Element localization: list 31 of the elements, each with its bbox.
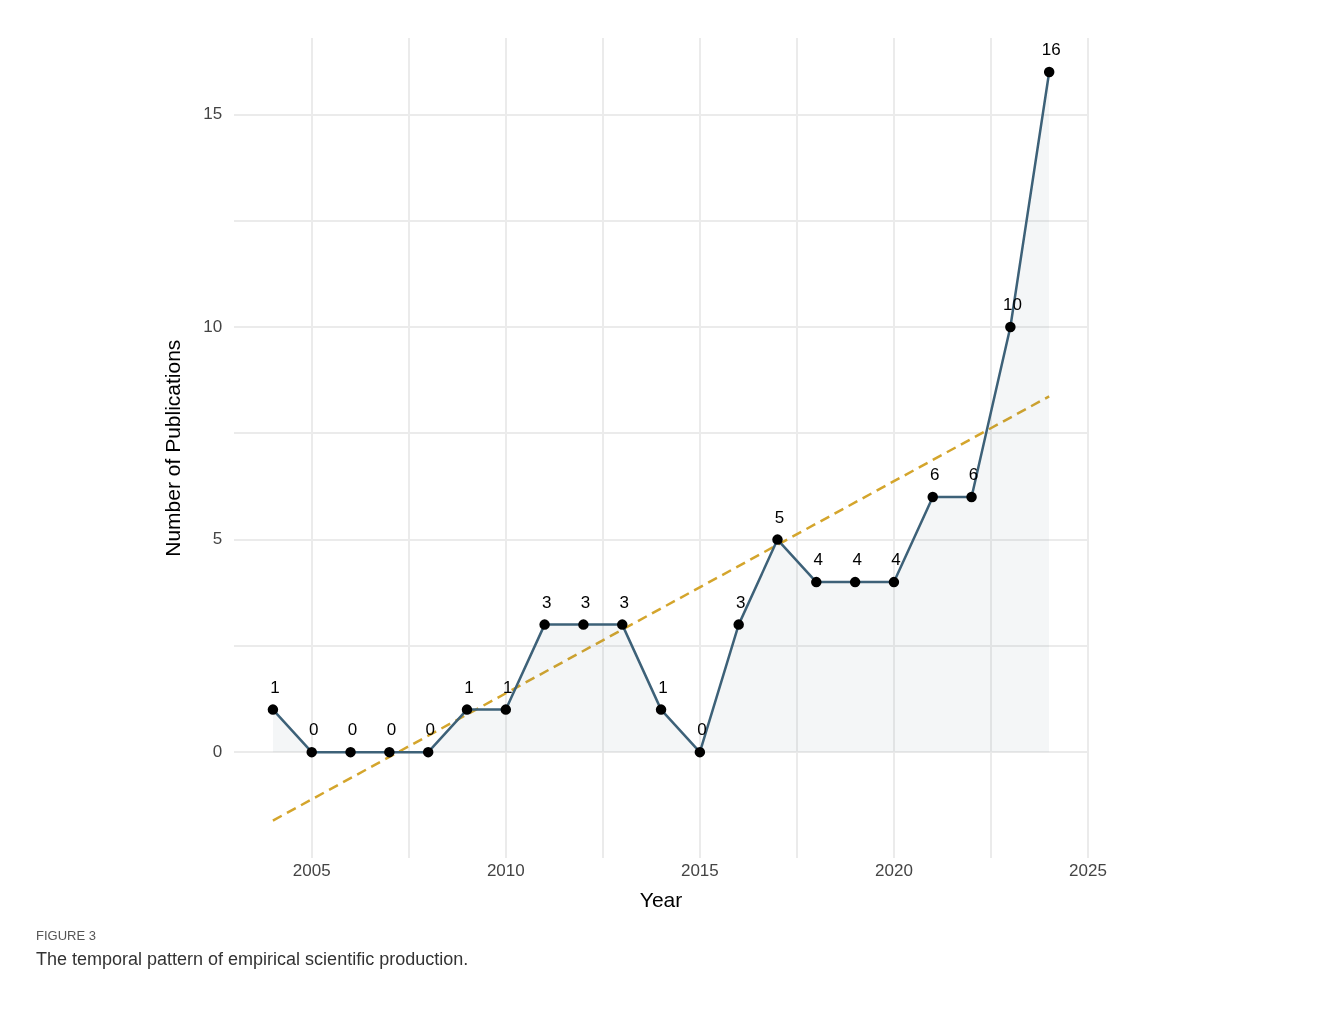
data-label: 4 xyxy=(813,550,824,570)
x-tick-label: 2005 xyxy=(292,861,331,881)
data-label: 0 xyxy=(386,720,397,740)
y-tick-label: 10 xyxy=(203,316,223,336)
x-tick-label: 2015 xyxy=(680,861,719,881)
data-label: 1 xyxy=(270,677,280,697)
y-tick-label: 0 xyxy=(212,741,223,761)
x-tick-label: 2025 xyxy=(1069,861,1107,881)
data-label: 4 xyxy=(891,550,901,570)
y-tick-label: 5 xyxy=(212,529,223,549)
data-label: 1 xyxy=(464,677,474,697)
data-label: 0 xyxy=(697,720,707,740)
data-label: 0 xyxy=(347,720,358,740)
data-label: 3 xyxy=(580,592,591,612)
data-label: 0 xyxy=(309,720,319,740)
x-axis-title: Year xyxy=(639,888,683,912)
data-label: 5 xyxy=(774,507,785,527)
text: The temporal pattern of empirical scientific production. xyxy=(36,949,470,970)
x-tick-label: 2010 xyxy=(486,861,525,881)
data-label: 4 xyxy=(852,550,862,570)
data-label: 3 xyxy=(541,592,552,612)
data-label: 6 xyxy=(930,465,940,485)
y-axis-title: Number of Publications xyxy=(161,339,185,557)
y-tick-label: 15 xyxy=(203,104,223,124)
data-label: 3 xyxy=(735,592,746,612)
data-label: 1 xyxy=(503,677,513,697)
data-label: 16 xyxy=(1041,40,1061,60)
data-label: 3 xyxy=(619,592,629,612)
data-label: 1 xyxy=(658,677,668,697)
caption: FIGURE 3 xyxy=(36,928,97,943)
x-tick-label: 2020 xyxy=(875,861,913,881)
